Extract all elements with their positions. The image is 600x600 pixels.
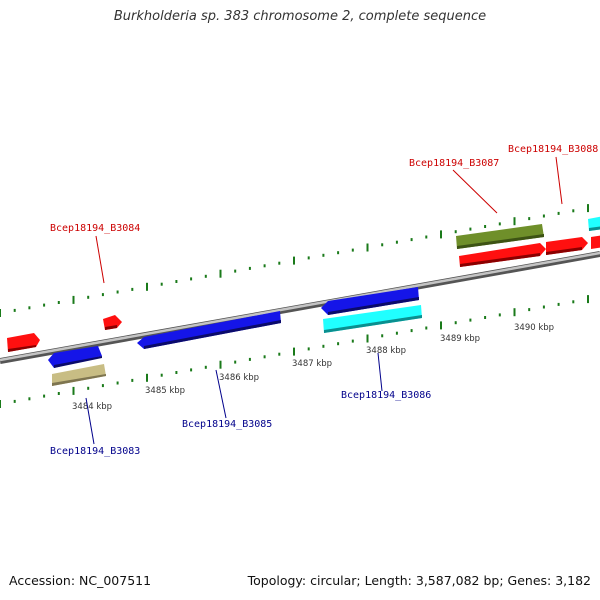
kbp-tick-labels: 3484 kbp 3485 kbp 3486 kbp 3487 kbp 3488… [72, 323, 554, 412]
gene-feature-blue-center[interactable] [137, 311, 281, 349]
gene-label-b3083[interactable]: Bcep18194_B3083 [50, 446, 140, 457]
gene-feature-red-mid[interactable] [546, 237, 588, 255]
gene-feature-red-edge[interactable] [591, 235, 600, 249]
gene-label-b3085[interactable]: Bcep18194_B3085 [182, 419, 272, 430]
gene-feature-cyan-edge[interactable] [588, 216, 600, 231]
gene-feature-blue-right[interactable] [321, 287, 419, 315]
kbp-label-3487: 3487 kbp [292, 359, 332, 369]
gene-feature-red-long[interactable] [459, 243, 546, 267]
kbp-label-3484: 3484 kbp [72, 402, 112, 412]
kbp-label-3489: 3489 kbp [440, 334, 480, 344]
label-connectors [85, 156, 563, 445]
gene-feature-blue-left[interactable] [48, 346, 102, 368]
kbp-label-3486: 3486 kbp [219, 373, 259, 383]
gene-feature-cyan[interactable] [323, 305, 422, 333]
gene-feature-khaki[interactable] [52, 364, 106, 386]
reverse-tick-track [0, 295, 589, 408]
gene-feature-olive[interactable] [456, 224, 544, 249]
kbp-label-3485: 3485 kbp [145, 386, 185, 396]
gene-feature-red-small[interactable] [103, 315, 122, 330]
gene-label-b3088[interactable]: Bcep18194_B3088 [508, 144, 598, 155]
map-title: Burkholderia sp. 383 chromosome 2, compl… [113, 9, 487, 24]
gene-label-b3086[interactable]: Bcep18194_B3086 [341, 390, 431, 401]
topology-text: Topology: circular; Length: 3,587,082 bp… [247, 573, 591, 588]
gene-label-b3087[interactable]: Bcep18194_B3087 [409, 158, 499, 169]
chromosome-backbone [0, 251, 600, 364]
accession-text: Accession: NC_007511 [9, 573, 152, 588]
kbp-label-3490: 3490 kbp [514, 323, 554, 333]
gene-feature-red-left[interactable] [7, 333, 40, 352]
gene-label-b3084[interactable]: Bcep18194_B3084 [50, 223, 140, 234]
kbp-label-3488: 3488 kbp [366, 346, 406, 356]
forward-tick-track [0, 204, 589, 317]
